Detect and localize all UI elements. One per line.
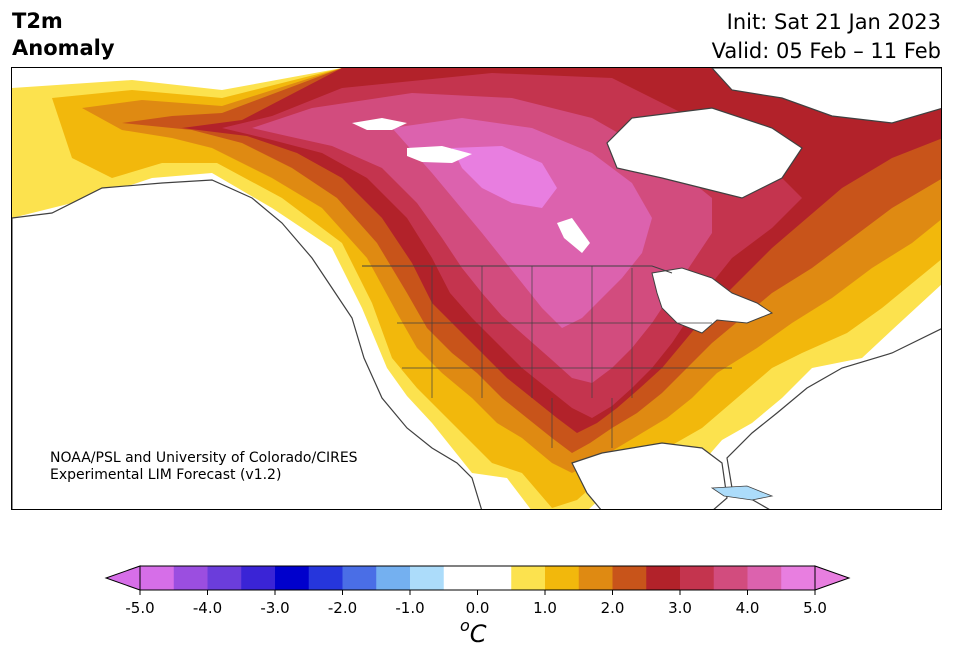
colorbar-cell bbox=[241, 566, 276, 590]
colorbar-cell bbox=[646, 566, 681, 590]
map-title: T2m Anomaly bbox=[12, 8, 115, 62]
gulf-of-mexico bbox=[571, 442, 728, 509]
pacific-ocean bbox=[12, 179, 483, 509]
state-lines bbox=[397, 266, 732, 448]
colorbar-cell bbox=[443, 566, 478, 590]
colorbar-tick-label: -2.0 bbox=[328, 599, 357, 617]
colorbar-cell bbox=[511, 566, 546, 590]
credit-line-1: NOAA/PSL and University of Colorado/CIRE… bbox=[50, 450, 358, 466]
unit-degree: o bbox=[460, 616, 470, 635]
land-8c bbox=[392, 118, 652, 328]
colorbar-cell bbox=[275, 566, 310, 590]
colorbar-cell bbox=[781, 566, 816, 590]
colorbar-tick-label: 5.0 bbox=[803, 599, 827, 617]
colorbar-cell bbox=[713, 566, 748, 590]
init-date: Init: Sat 21 Jan 2023 bbox=[726, 10, 941, 34]
colorbar-tick-label: 4.0 bbox=[736, 599, 760, 617]
colorbar-tick-label: -4.0 bbox=[193, 599, 222, 617]
colorbar-cell bbox=[747, 566, 782, 590]
colorbar-cell bbox=[376, 566, 411, 590]
credit-line-2: Experimental LIM Forecast (v1.2) bbox=[50, 467, 282, 483]
colorbar-cell bbox=[173, 566, 208, 590]
map-canvas bbox=[12, 68, 941, 509]
colorbar-tick-label: -3.0 bbox=[260, 599, 289, 617]
colorbar-tick-label: 0.0 bbox=[466, 599, 490, 617]
colorbar-tick-label: 2.0 bbox=[601, 599, 625, 617]
colorbar-cell bbox=[308, 566, 343, 590]
colorbar-cells bbox=[140, 566, 816, 590]
colorbar-tick-label: 3.0 bbox=[668, 599, 692, 617]
unit-letter: C bbox=[469, 620, 487, 648]
colorbar-cell bbox=[410, 566, 445, 590]
colorbar-cell bbox=[342, 566, 377, 590]
colorbar-cell bbox=[140, 566, 175, 590]
arctic-islands bbox=[711, 68, 941, 124]
colorbar-under-arrow bbox=[104, 565, 141, 591]
colorbar-cell bbox=[578, 566, 613, 590]
great-lakes bbox=[651, 267, 774, 334]
colorbar-cell bbox=[545, 566, 580, 590]
colorbar-tick-label: -5.0 bbox=[125, 599, 154, 617]
title-line-2: Anomaly bbox=[12, 36, 115, 60]
hudson-bay bbox=[606, 107, 803, 199]
land-9c bbox=[452, 146, 557, 208]
colorbar-cell bbox=[612, 566, 647, 590]
colorbar-tick-label: 1.0 bbox=[533, 599, 557, 617]
colorbar-ticks: -5.0 -4.0 -3.0 -2.0 -1.0 0.0 1.0 2.0 3.0 4.0 5.0 bbox=[125, 590, 827, 617]
colorbar-cell bbox=[207, 566, 242, 590]
great-slave-lake bbox=[407, 146, 472, 163]
colorbar-tick-label: -1.0 bbox=[395, 599, 424, 617]
colorbar-over-arrow bbox=[814, 565, 851, 591]
us-canada-border bbox=[362, 265, 673, 274]
title-line-1: T2m bbox=[12, 9, 63, 33]
forecast-dates: Init: Sat 21 Jan 2023 Valid: 05 Feb – 11… bbox=[712, 8, 941, 66]
colorbar-cell bbox=[477, 566, 512, 590]
cuba bbox=[710, 485, 774, 501]
anomaly-map: NOAA/PSL and University of Colorado/CIRE… bbox=[11, 67, 942, 510]
colorbar-cell bbox=[680, 566, 715, 590]
great-bear-lake bbox=[352, 118, 407, 130]
credit-text: NOAA/PSL and University of Colorado/CIRE… bbox=[50, 450, 358, 484]
valid-dates: Valid: 05 Feb – 11 Feb bbox=[711, 39, 941, 63]
lake-winnipeg bbox=[557, 218, 590, 253]
atlantic-ocean bbox=[726, 328, 941, 509]
colorbar-unit: oC bbox=[460, 616, 487, 648]
